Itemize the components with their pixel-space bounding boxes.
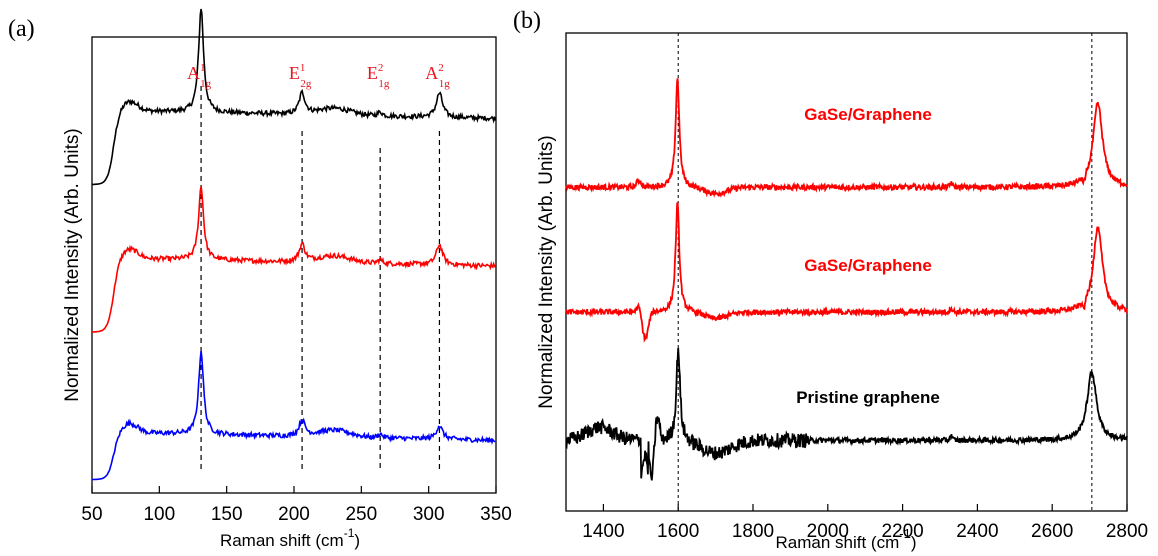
peak-label: A1 1g — [187, 62, 212, 90]
panel-a: (a) A1 1g E1 2g E2 1g A2 1g 50 100 150 200 250 300 35… — [8, 8, 512, 550]
x-tick-label: 2800 — [1106, 521, 1148, 542]
peak-label: E1 2g — [289, 62, 312, 90]
x-tick-label: 250 — [345, 504, 377, 525]
panel-a-x-axis: 50 100 150 200 250 300 350 — [81, 486, 512, 525]
x-tick-label: 2000 — [807, 521, 849, 542]
x-tick-label: 1800 — [732, 521, 774, 542]
peak-label: A2 1g — [425, 62, 450, 90]
panel-b: (b) GaSe/Graphene GaSe/Graphene Pristine g… — [513, 8, 1148, 552]
x-tick-label: 1400 — [582, 521, 624, 542]
panel-b-x-label: Raman shift (cm-1) — [776, 526, 917, 552]
spectrum-line — [565, 202, 1128, 343]
panel-a-x-label: Raman shift (cm-1) — [220, 526, 360, 550]
spectrum-line — [565, 78, 1128, 199]
panel-a-label: (a) — [8, 16, 35, 42]
series-label: Pristine graphene — [796, 388, 940, 407]
panel-a-peak-labels: A1 1g E1 2g E2 1g A2 1g — [187, 62, 450, 90]
series-label: GaSe/Graphene — [804, 105, 932, 124]
x-tick-label: 1600 — [657, 521, 699, 542]
x-tick-label: 50 — [81, 504, 102, 525]
panel-a-series — [92, 8, 496, 481]
spectrum-line — [92, 186, 496, 333]
peak-label: E2 1g — [367, 62, 390, 90]
panel-b-frame — [565, 32, 1128, 512]
panel-a-peak-lines — [200, 86, 441, 471]
x-tick-label: 350 — [480, 504, 512, 525]
spectrum-line — [565, 348, 1128, 481]
x-tick-label: 150 — [211, 504, 243, 525]
x-tick-label: 100 — [143, 504, 175, 525]
x-tick-label: 2600 — [1031, 521, 1073, 542]
spectrum-line — [92, 350, 496, 481]
panel-b-x-axis: 1400 1600 1800 2000 2200 2400 2600 2800 — [582, 504, 1148, 542]
panel-a-y-label: Normalized Intensity (Arb. Units) — [62, 128, 83, 401]
x-tick-label: 2200 — [881, 521, 923, 542]
x-tick-label: 200 — [278, 504, 310, 525]
spectrum-line — [92, 8, 496, 186]
x-tick-label: 2400 — [956, 521, 998, 542]
series-label: GaSe/Graphene — [804, 256, 932, 275]
panel-b-y-label: Normalized Intensity (Arb. Units) — [536, 135, 557, 408]
x-tick-label: 300 — [413, 504, 445, 525]
panel-b-series-labels: GaSe/Graphene GaSe/Graphene Pristine graph… — [796, 105, 940, 407]
panel-b-label: (b) — [513, 8, 541, 34]
panel-b-series — [565, 78, 1128, 481]
